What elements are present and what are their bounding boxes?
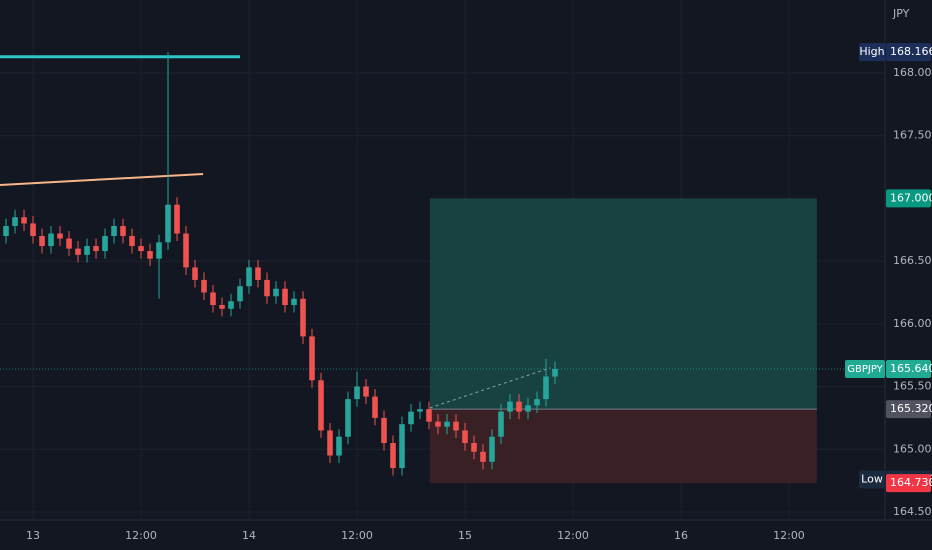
candle-body	[147, 251, 153, 259]
candle-body	[372, 396, 378, 418]
candle-body	[255, 267, 261, 280]
candle-body	[489, 436, 495, 462]
candle-body	[516, 401, 522, 412]
candle-body	[264, 279, 270, 297]
candle-body	[552, 368, 558, 377]
candle-body	[183, 233, 189, 268]
y-tick-label: 165.500	[893, 380, 932, 393]
candle-body	[66, 238, 72, 249]
candle-body	[3, 226, 9, 237]
x-tick-label: 12:00	[125, 529, 157, 542]
y-tick-label: 165.000	[893, 442, 932, 455]
candle-body	[453, 421, 459, 431]
candle-body	[480, 451, 486, 462]
high-value: 168.166	[890, 45, 932, 58]
candle-body	[12, 217, 18, 227]
candle-body	[435, 421, 441, 427]
y-tick-label: 168.000	[893, 66, 932, 79]
candle-body	[471, 442, 477, 452]
candle-body	[408, 411, 414, 425]
candle-body	[192, 267, 198, 280]
candle-body	[75, 248, 81, 255]
candle-body	[363, 386, 369, 397]
candle-body	[21, 217, 27, 224]
symbol-value: 165.640	[890, 362, 932, 375]
candle-body	[345, 399, 351, 437]
candle-body	[444, 421, 450, 427]
candle-body	[111, 226, 117, 237]
candle-body	[201, 279, 207, 293]
entry-value: 165.320	[890, 402, 932, 415]
candle-body	[507, 401, 513, 412]
stop-value: 164.730	[890, 476, 932, 489]
candle-body	[210, 292, 216, 306]
x-tick-label: 14	[242, 529, 256, 542]
candle-body	[399, 424, 405, 469]
y-tick-label: 167.500	[893, 129, 932, 142]
candle-body	[381, 417, 387, 443]
candle-body	[228, 301, 234, 309]
y-tick-label: 166.000	[893, 317, 932, 330]
candle-body	[498, 411, 504, 437]
low-label-bg	[859, 470, 885, 489]
candle-body	[543, 376, 549, 400]
candle-body	[156, 242, 162, 259]
candle-body	[165, 204, 171, 243]
candle-body	[120, 226, 126, 237]
target-value-bg	[886, 189, 931, 208]
candle-body	[534, 399, 540, 406]
x-tick-label: 15	[458, 529, 472, 542]
y-tick-label: 164.500	[893, 505, 932, 518]
candle-body	[327, 430, 333, 456]
candle-body	[291, 298, 297, 306]
candle-body	[219, 305, 225, 309]
candle-body	[273, 288, 279, 297]
candle-body	[525, 405, 531, 412]
candle-body	[174, 204, 180, 234]
x-tick-label: 13	[26, 529, 40, 542]
candle-body	[102, 236, 108, 252]
symbol-label: GBPJPY	[847, 364, 883, 375]
candle-body	[300, 298, 306, 337]
x-tick-label: 12:00	[341, 529, 373, 542]
trend-line	[0, 172, 204, 186]
symbol-value-bg	[886, 359, 931, 378]
candle-body	[354, 386, 360, 400]
symbol-label-bg	[845, 359, 885, 378]
loss-zone	[429, 409, 817, 484]
candle-body	[318, 380, 324, 431]
candle-body	[282, 288, 288, 306]
candle-body	[84, 246, 90, 255]
x-tick-label: 12:00	[557, 529, 589, 542]
candle-body	[138, 246, 144, 252]
candle-body	[417, 409, 423, 412]
candle-body	[48, 233, 54, 247]
stop-value-bg	[886, 474, 931, 493]
x-tick-label: 12:00	[773, 529, 805, 542]
candle-body	[39, 236, 45, 247]
high-value-bg	[886, 43, 931, 62]
candle-body	[390, 442, 396, 469]
entry-value-bg	[886, 400, 931, 419]
profit-zone	[429, 198, 817, 410]
candle-body	[462, 430, 468, 443]
candle-body	[246, 267, 252, 287]
y-tick-label: 166.500	[893, 254, 932, 267]
candle-body	[309, 336, 315, 381]
high-label: High	[859, 45, 884, 58]
candle-body	[129, 236, 135, 247]
currency-label: JPY	[892, 7, 910, 20]
candle-body	[93, 246, 99, 252]
candle-body	[237, 286, 243, 302]
target-value: 167.000	[890, 191, 932, 204]
low-label: Low	[861, 472, 883, 485]
candle-body	[30, 223, 36, 237]
candle-body	[426, 409, 432, 422]
candle-body	[336, 436, 342, 456]
candle-body	[57, 233, 63, 239]
x-tick-label: 16	[674, 529, 688, 542]
high-label-bg	[859, 43, 885, 62]
